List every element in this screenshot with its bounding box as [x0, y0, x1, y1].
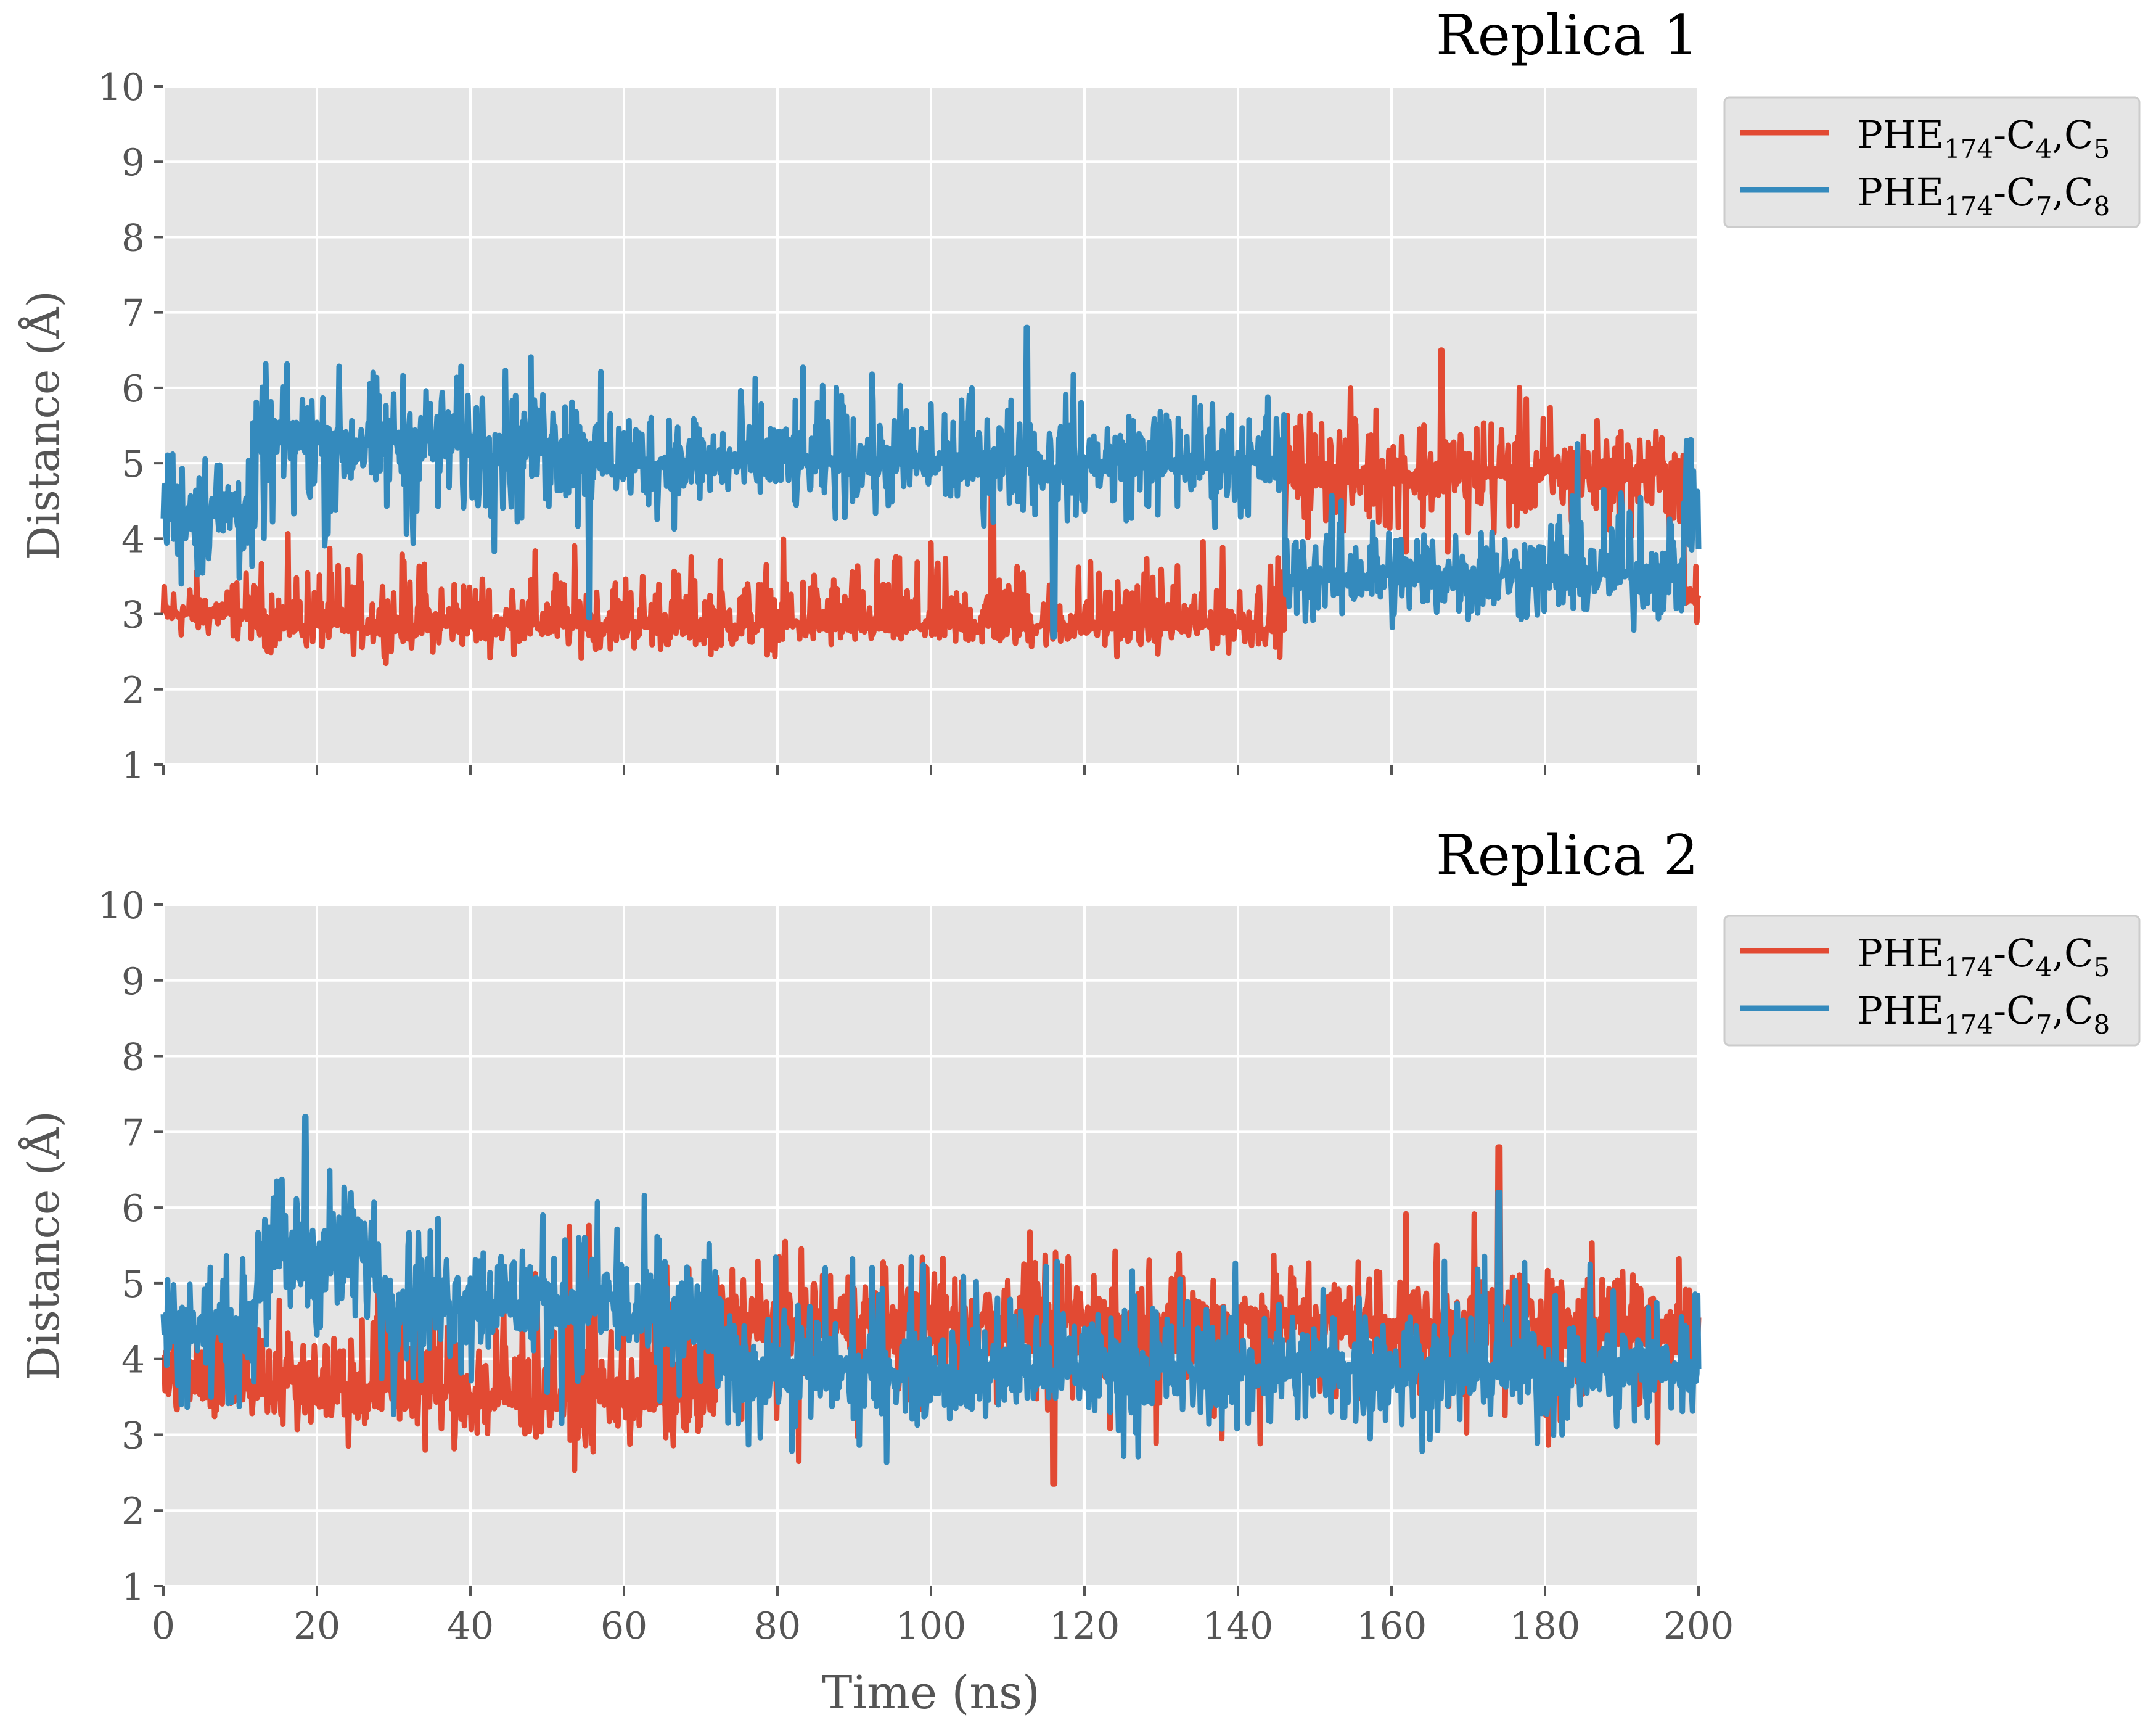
y-tick-label: 10	[98, 884, 145, 928]
legend-entry-2: PHE174-C7,C8	[1857, 988, 2110, 1040]
y-tick-label: 3	[121, 594, 145, 637]
y-tick-label: 1	[121, 1566, 145, 1609]
chart-title: Replica 2	[1436, 823, 1699, 888]
y-tick-label: 8	[121, 216, 145, 260]
x-axis-label: Time (ns)	[822, 1666, 1040, 1719]
y-tick-label: 6	[121, 1187, 145, 1230]
x-tick-label: 40	[447, 1605, 494, 1648]
x-tick-label: 140	[1203, 1605, 1274, 1648]
series-line-2	[160, 324, 1702, 640]
x-tick-label: 20	[293, 1605, 340, 1648]
chart-title: Replica 1	[1436, 3, 1699, 68]
x-tick-label: 180	[1510, 1605, 1581, 1648]
y-tick-label: 1	[121, 744, 145, 788]
y-tick-label: 8	[121, 1036, 145, 1079]
series-layer	[160, 324, 1702, 667]
x-tick-label: 80	[754, 1605, 801, 1648]
x-tick-label: 0	[152, 1605, 175, 1648]
legend: PHE174-C4,C5 PHE174-C7,C8	[1723, 915, 2141, 1047]
y-tick-label: 5	[121, 443, 145, 486]
y-tick-label: 9	[121, 960, 145, 1003]
series-line-2	[160, 1114, 1702, 1465]
y-tick-label: 3	[121, 1414, 145, 1457]
x-tick-label: 100	[896, 1605, 967, 1648]
x-tick-label: 60	[600, 1605, 647, 1648]
legend-entry-1: PHE174-C4,C5	[1857, 112, 2110, 164]
axis-ticks: 1 2 3 4 5 6 7 8 9 10	[98, 66, 1700, 788]
y-tick-label: 7	[121, 1111, 145, 1154]
legend-entry-1: PHE174-C4,C5	[1857, 931, 2110, 982]
y-tick-label: 2	[121, 1490, 145, 1533]
y-tick-label: 2	[121, 669, 145, 712]
legend: PHE174-C4,C5 PHE174-C7,C8	[1723, 96, 2141, 228]
x-tick-label: 160	[1356, 1605, 1427, 1648]
y-tick-label: 4	[121, 1339, 145, 1382]
y-tick-label: 9	[121, 141, 145, 184]
y-tick-label: 7	[121, 292, 145, 335]
series-line-1	[160, 347, 1702, 667]
y-tick-label: 4	[121, 518, 145, 561]
y-tick-label: 5	[121, 1263, 145, 1306]
y-axis-label: Distance (Å)	[18, 290, 69, 560]
y-tick-label: 10	[98, 66, 145, 109]
x-tick-label: 200	[1663, 1605, 1734, 1648]
x-tick-label: 120	[1049, 1605, 1120, 1648]
legend-entry-2: PHE174-C7,C8	[1857, 170, 2110, 221]
series-layer	[160, 1114, 1702, 1487]
y-axis-label: Distance (Å)	[18, 1111, 69, 1380]
chart-panel-replica-1: Replica 1 1 2 3 4 5 6 7 8 9 10 Distance (Å) PHE17…	[18, 3, 2141, 788]
y-tick-label: 6	[121, 368, 145, 411]
